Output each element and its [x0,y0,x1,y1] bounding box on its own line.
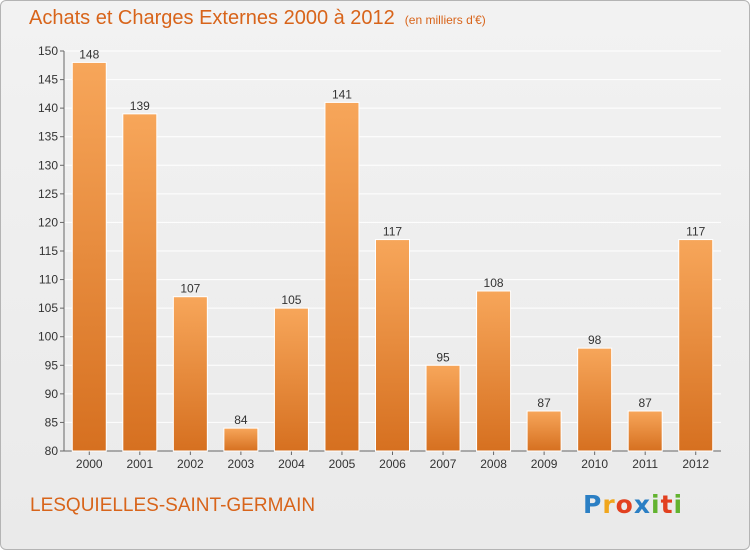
y-tick-label: 125 [38,187,58,201]
data-label: 139 [130,99,150,113]
chart-title: Achats et Charges Externes 2000 à 2012 (e… [29,7,486,30]
y-tick-label: 95 [45,358,59,372]
logo-letter: P [583,490,603,519]
data-label: 84 [234,413,248,427]
bar [223,427,259,452]
data-label: 95 [436,350,450,364]
logo-letter: i [651,490,661,519]
data-label: 117 [383,225,402,239]
bar [476,290,512,452]
x-tick-label: 2011 [632,457,658,471]
commune-name: LESQUIELLES-SAINT-GERMAIN [30,495,316,516]
bar [324,101,360,452]
x-tick-label: 2008 [480,457,507,471]
logo-letter: r [602,490,616,519]
x-tick-label: 2009 [531,457,558,471]
y-tick-label: 80 [45,444,59,458]
bar [273,307,309,452]
y-tick-label: 150 [38,44,58,58]
y-tick-label: 110 [39,273,58,287]
data-label: 148 [79,47,99,61]
bar [122,113,158,452]
logo-letter: i [673,490,684,519]
logo-letter: o [615,490,634,519]
x-tick-label: 2005 [329,457,356,471]
bar [526,410,562,452]
x-tick-label: 2003 [228,457,255,471]
bar [172,296,208,452]
data-label: 141 [332,87,352,101]
y-tick-label: 115 [39,244,58,258]
data-labels: 148 139 107 84 105 141 117 95 108 87 98 87 117 [79,47,705,427]
y-tick-label: 100 [38,330,58,344]
y-tick-label: 90 [45,387,59,401]
bar [425,364,461,452]
bar [577,347,613,452]
x-tick-label: 2002 [177,457,204,471]
x-tick-label: 2001 [126,457,153,471]
y-tick-label: 120 [38,215,58,229]
bar [71,61,107,452]
y-tick-label: 105 [38,301,58,315]
data-label: 87 [537,396,551,410]
x-tick-label: 2006 [379,457,406,471]
data-label: 105 [281,293,301,307]
y-tick-label: 145 [38,73,58,87]
x-tick-label: 2012 [682,457,709,471]
x-tick-label: 2007 [430,457,457,471]
x-tick-label: 2010 [581,457,608,471]
data-label: 98 [588,333,602,347]
logo-letter: x [633,490,651,519]
bar [375,239,410,452]
bar [678,239,714,452]
data-label: 108 [484,276,504,290]
chart-title-text: Achats et Charges Externes 2000 à 2012 [29,7,395,29]
y-tick-label: 140 [38,101,58,115]
y-tick-label: 85 [45,415,59,429]
data-label: 117 [686,225,705,239]
y-tick-label: 135 [38,130,58,144]
chart-unit: (en milliers d'€) [404,13,486,27]
x-tick-label: 2004 [278,457,305,471]
data-label: 107 [180,282,200,296]
logo-letter: t [660,490,674,519]
bar [627,410,663,452]
proxiti-logo: Proxiti [583,490,683,519]
x-tick-label: 2000 [76,457,103,471]
bars [71,61,714,452]
data-label: 87 [639,396,653,410]
y-tick-label: 130 [38,158,58,172]
